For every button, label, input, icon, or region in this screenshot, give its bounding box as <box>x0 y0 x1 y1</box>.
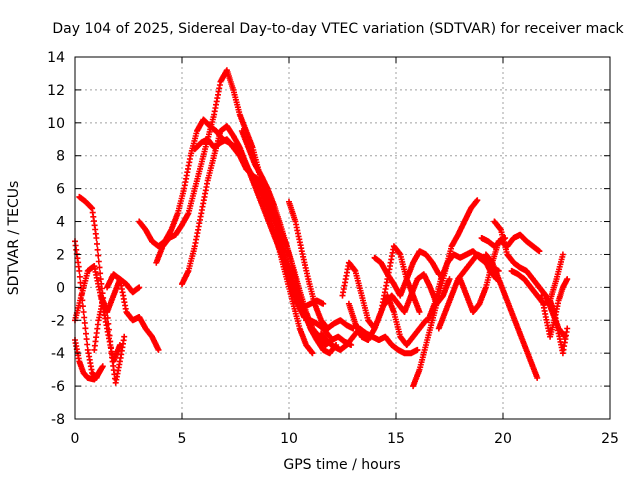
y-tick-label: 4 <box>56 215 65 231</box>
x-tick-label: 20 <box>494 431 512 447</box>
y-tick-label: 8 <box>56 149 65 165</box>
series-28-markers <box>508 251 566 307</box>
y-tick-label: 10 <box>47 116 65 132</box>
plot-frame <box>74 56 611 420</box>
y-tick-label: -4 <box>51 346 65 362</box>
data-layer <box>72 67 571 390</box>
series-30-markers <box>547 297 571 357</box>
y-tick-label: 0 <box>56 280 65 296</box>
series-18-markers <box>345 292 429 348</box>
chart-title: Day 104 of 2025, Sidereal Day-to-day VTE… <box>52 21 624 37</box>
y-tick-label: -6 <box>51 379 65 395</box>
y-tick-label: 12 <box>47 83 65 99</box>
series-7-markers <box>104 271 143 296</box>
series-16-markers <box>318 325 421 357</box>
x-tick-label: 0 <box>71 431 80 447</box>
axis-ticks: 0 5 10 15 20 25 -8 -6 -4 -2 0 2 4 6 8 10 12 14 <box>47 50 619 447</box>
y-tick-label: 14 <box>47 50 65 66</box>
series-25-markers <box>478 231 543 255</box>
series-15-markers <box>286 198 357 332</box>
x-tick-label: 15 <box>387 431 405 447</box>
y-axis-label: SDTVAR / TECUs <box>6 181 22 296</box>
y-tick-label: 2 <box>56 247 65 263</box>
series-13-markers <box>264 202 355 348</box>
y-tick-label: -2 <box>51 313 65 329</box>
series-26-markers <box>482 251 541 381</box>
x-axis-label: GPS time / hours <box>283 457 400 473</box>
y-tick-label: 6 <box>56 182 65 198</box>
y-tick-label: -8 <box>51 412 65 428</box>
series-19-markers <box>371 248 442 299</box>
x-tick-label: 10 <box>280 431 298 447</box>
x-tick-label: 5 <box>178 431 187 447</box>
x-tick-label: 25 <box>601 431 619 447</box>
